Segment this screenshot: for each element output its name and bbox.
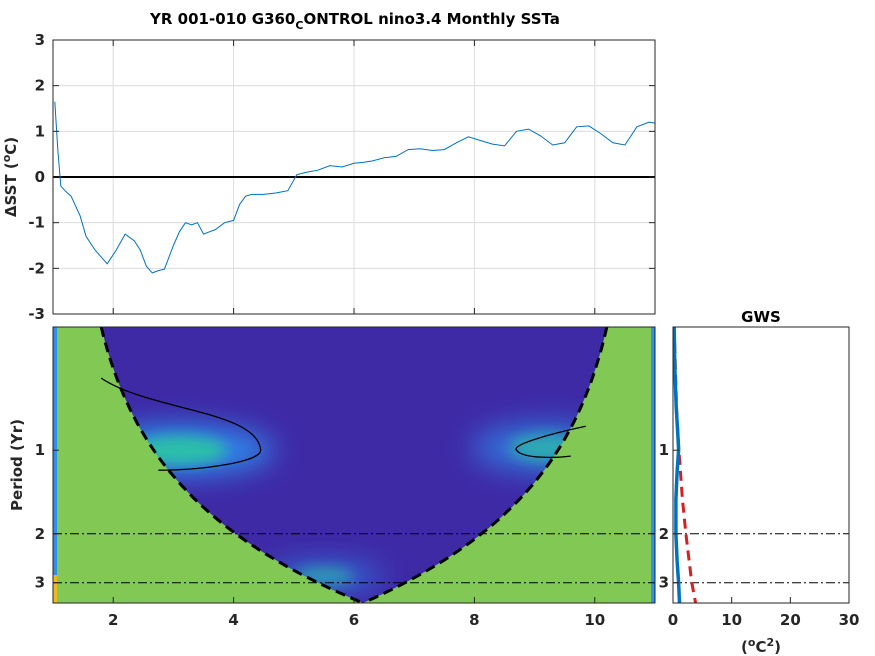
x-tick-label: 10 <box>584 611 605 629</box>
left-edge-warm-patch <box>53 575 57 603</box>
gws-y-tick-label: 3 <box>659 574 669 592</box>
significance-contour-left <box>100 377 262 471</box>
gws-reference-lines <box>673 533 849 584</box>
period-tick-label: 1 <box>35 441 45 459</box>
wavelet-panel: 1 2 3 2 4 6 8 10 Period (Yr) <box>8 326 656 629</box>
gws-title: GWS <box>741 308 781 326</box>
period-axis-label: Period (Yr) <box>8 419 26 511</box>
gws-x-tick-label: 10 <box>721 611 742 629</box>
cone-of-influence-boundary <box>99 327 609 603</box>
time-series-ticks: -3 -2 -1 0 1 2 3 <box>28 31 655 323</box>
gws-y-tick-label: 2 <box>659 525 669 543</box>
y-tick-label: 1 <box>35 122 45 140</box>
gws-x-tick-label: 20 <box>780 611 801 629</box>
gws-axes-box <box>672 326 850 604</box>
x-tick-label: 2 <box>108 611 118 629</box>
y-tick-label: -1 <box>28 214 45 232</box>
left-edge-strip <box>53 327 57 603</box>
y-tick-label: -2 <box>28 259 45 277</box>
y-tick-label: 0 <box>35 168 45 186</box>
gws-plot-area <box>673 327 849 603</box>
x-tick-label: 8 <box>469 611 479 629</box>
x-tick-label: 4 <box>228 611 238 629</box>
gws-x-tick-label: 30 <box>839 611 860 629</box>
gws-spectrum-line <box>673 327 682 603</box>
time-series-panel: -3 -2 -1 0 1 2 3 ΔSST (oC) <box>0 31 656 323</box>
wavelet-ticks: 1 2 3 2 4 6 8 10 <box>35 441 606 629</box>
x-tick-label: 6 <box>349 611 359 629</box>
chart-title: YR 001-010 G360CONTROL nino3.4 Monthly S… <box>149 10 560 32</box>
reference-period-lines <box>53 533 655 584</box>
y-tick-label: -3 <box>28 305 45 323</box>
gws-y-tick-label: 1 <box>659 441 669 459</box>
ssta-series-line <box>54 101 655 274</box>
significance-contour-right <box>515 425 586 459</box>
y-tick-label: 3 <box>35 31 45 49</box>
gws-x-axis-label: (oC2) <box>741 636 781 656</box>
period-tick-label: 3 <box>35 574 45 592</box>
gws-x-tick-label: 0 <box>668 611 678 629</box>
y-tick-label: 2 <box>35 77 45 95</box>
y-axis-label: ΔSST (oC) <box>0 137 20 217</box>
period-tick-label: 2 <box>35 525 45 543</box>
right-edge-strip <box>651 327 655 603</box>
